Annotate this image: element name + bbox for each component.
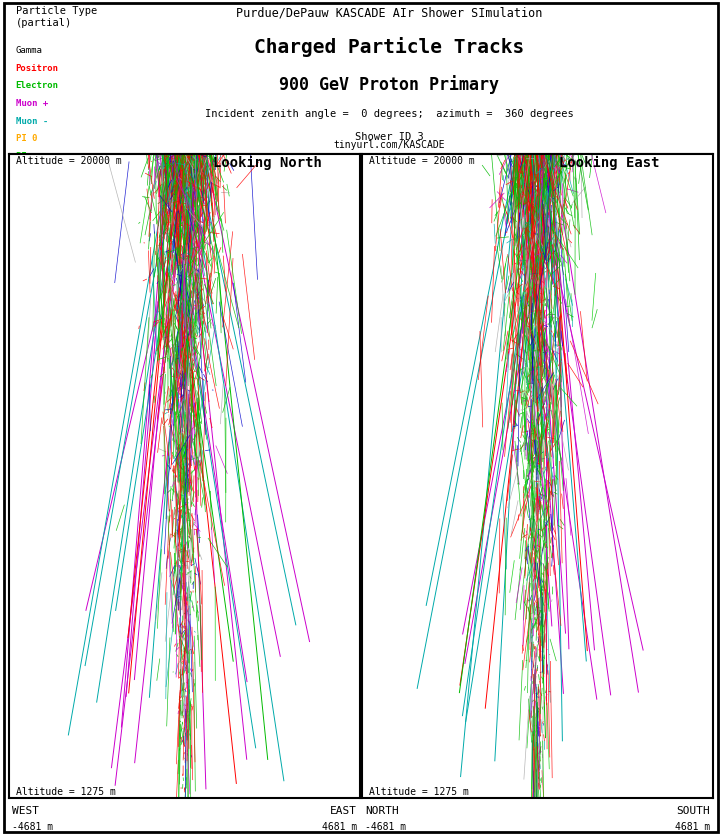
Text: 900 GeV Proton Primary: 900 GeV Proton Primary — [279, 75, 499, 94]
Text: Altitude = 1275 m: Altitude = 1275 m — [369, 786, 469, 796]
Text: -4681 m: -4681 m — [365, 821, 406, 831]
Text: PI 0: PI 0 — [16, 134, 38, 143]
Text: Purdue/DePauw KASCADE AIr Shower SImulation: Purdue/DePauw KASCADE AIr Shower SImulat… — [236, 6, 542, 19]
Text: Muon -: Muon - — [16, 116, 48, 125]
Text: Altitude = 20000 m: Altitude = 20000 m — [369, 156, 474, 166]
Text: Shower ID 3: Shower ID 3 — [355, 132, 424, 141]
Text: Positron: Positron — [16, 64, 58, 73]
Text: Charged Particle Tracks: Charged Particle Tracks — [254, 37, 524, 57]
Text: -4681 m: -4681 m — [12, 821, 53, 831]
Text: Looking East: Looking East — [559, 156, 659, 170]
Text: Electron: Electron — [16, 81, 58, 90]
Text: PI +: PI + — [16, 151, 38, 161]
Text: Altitude = 20000 m: Altitude = 20000 m — [16, 156, 121, 166]
Text: SOUTH: SOUTH — [676, 806, 710, 815]
Text: Looking North: Looking North — [212, 156, 321, 170]
Text: tinyurl.com/KASCADE: tinyurl.com/KASCADE — [334, 140, 445, 150]
Text: NORTH: NORTH — [365, 806, 399, 815]
Text: WEST: WEST — [12, 806, 39, 815]
Text: Gamma: Gamma — [16, 46, 43, 55]
Text: Incident zenith angle =  0 degrees;  azimuth =  360 degrees: Incident zenith angle = 0 degrees; azimu… — [205, 109, 573, 119]
Text: Particle Type
(partial): Particle Type (partial) — [16, 6, 97, 28]
Text: Altitude = 1275 m: Altitude = 1275 m — [16, 786, 116, 796]
Text: 4681 m: 4681 m — [674, 821, 710, 831]
Text: EAST: EAST — [330, 806, 357, 815]
Text: Muon +: Muon + — [16, 99, 48, 108]
Text: 4681 m: 4681 m — [321, 821, 357, 831]
